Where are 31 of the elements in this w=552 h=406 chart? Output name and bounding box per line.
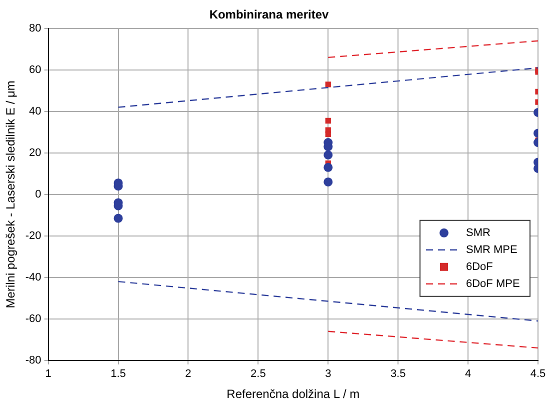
x-tick-label: 4: [464, 368, 472, 380]
y-tick-label: 60: [29, 64, 42, 76]
y-tick-label: 0: [35, 188, 42, 200]
x-tick-label: 2.5: [250, 368, 266, 380]
y-tick-label: -40: [25, 271, 42, 284]
point: [325, 118, 331, 124]
x-tick-label: 1.5: [110, 368, 126, 380]
y-tick-label: 80: [29, 22, 42, 34]
legend-label: 6DoF MPE: [466, 278, 520, 290]
y-tick-label: 40: [29, 105, 42, 118]
y-tick-label: 20: [29, 146, 42, 159]
point: [324, 150, 333, 160]
x-tick-label: 1: [45, 368, 52, 380]
chart-title: Kombinirana meritev: [209, 8, 330, 22]
y-tick-label: -80: [25, 354, 42, 366]
y-tick-label: -60: [25, 312, 42, 325]
x-tick-label: 4.5: [530, 368, 546, 380]
point: [324, 177, 333, 186]
legend-label: SMR MPE: [466, 244, 518, 256]
x-tick-label: 2: [185, 368, 192, 380]
x-tick-label: 3.5: [390, 368, 406, 380]
point: [114, 214, 123, 223]
legend-label: 6DoF: [466, 260, 494, 273]
point: [325, 131, 331, 138]
y-axis-title: Merilni pogrešek - Laserski sledilnik E / μm: [4, 80, 18, 308]
legend-label: SMR: [466, 226, 490, 239]
x-tick-label: 3: [325, 368, 332, 380]
point: [324, 162, 333, 172]
point: [325, 82, 331, 88]
y-tick-label: -20: [25, 230, 42, 242]
x-axis-title: Referenčna dolžina L / m: [226, 387, 360, 402]
